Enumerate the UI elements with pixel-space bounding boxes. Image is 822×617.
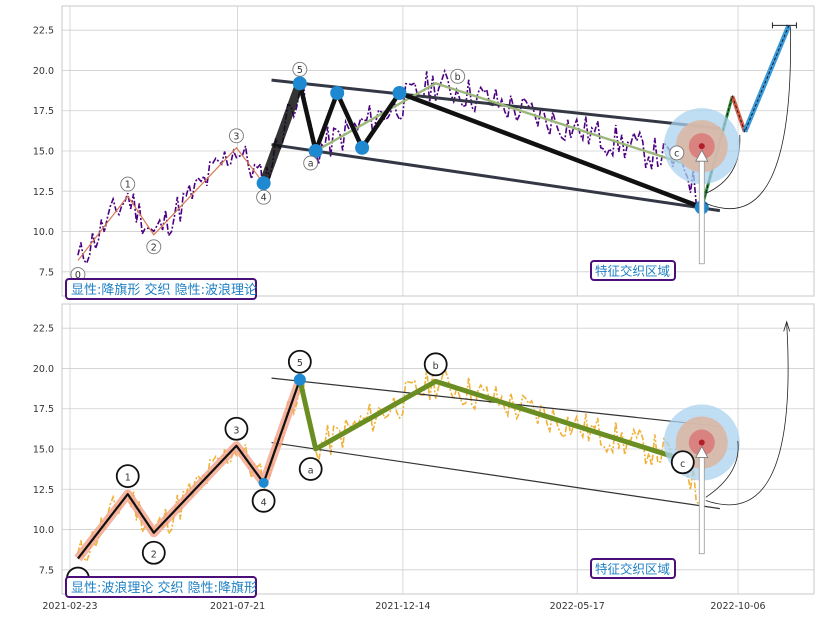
- wave-label-4: 4: [261, 497, 267, 508]
- legend-label-box: [65, 278, 257, 300]
- impulse-wave-line: [77, 379, 301, 560]
- top-panel: 7.5 10.0 12.5 15.0 17.5 20.0 22.5 0 1 2 3 4 5 a b c 显性:降…: [33, 5, 815, 300]
- curve-arrow: [705, 440, 739, 498]
- y-tick-label: 7.5: [39, 267, 54, 278]
- y-tick-label: 10.0: [33, 227, 54, 238]
- y-tick-label: 15.0: [33, 445, 54, 456]
- wave-label-c: c: [680, 459, 685, 470]
- pivot-point: [292, 76, 307, 91]
- y-tick-label: 15.0: [33, 147, 54, 158]
- price-series-line: [77, 68, 702, 265]
- region-arrow-shaft: [698, 456, 705, 555]
- wave-label-circle: [146, 239, 162, 255]
- wave-label-circle: [670, 450, 695, 475]
- wave-label-b: b: [433, 361, 439, 372]
- y-tick-label: 20.0: [33, 364, 54, 375]
- wave-label-circle: [450, 68, 466, 84]
- legend-label-box: [65, 576, 257, 598]
- y-tick-label: 17.5: [33, 106, 54, 117]
- region-label-box: [590, 558, 676, 579]
- y-tick-label: 12.5: [33, 187, 54, 198]
- wave-label-3: 3: [233, 131, 239, 142]
- wave-label-circle: [141, 540, 166, 565]
- curve-arrow: [705, 323, 789, 506]
- y-tick-label: 12.5: [33, 485, 54, 496]
- curve-arrow: [705, 134, 741, 194]
- pivot-point: [293, 373, 306, 386]
- region-label: 特征交织区域: [595, 562, 670, 577]
- x-tick-label: 2021-02-23: [42, 601, 97, 612]
- pivot-point: [330, 86, 345, 100]
- x-tick-label: 2021-12-14: [375, 601, 430, 612]
- x-axis: 2021-02-23 2021-07-21 2021-12-14 2022-05-17…: [42, 601, 765, 612]
- wave-label-circle: [256, 189, 272, 205]
- wave-label-1: 1: [125, 180, 131, 191]
- wave-label-circle: [287, 349, 312, 374]
- wave-label-circle: [423, 352, 448, 377]
- y-tick-label: 10.0: [33, 525, 54, 536]
- wave-label-circle: [669, 145, 685, 161]
- pivot-zigzag-line: [297, 82, 703, 210]
- region-label-box: [590, 260, 676, 281]
- wave-label-5: 5: [297, 358, 303, 369]
- region-center-dot: [698, 143, 705, 150]
- wave-label-circle: [115, 464, 140, 489]
- flag-lower-line: [271, 143, 721, 213]
- wave-label-circle: [298, 457, 323, 481]
- wave-label-5: 5: [297, 65, 303, 76]
- impulse-wave-line: [77, 146, 265, 261]
- wave-label-4: 4: [261, 193, 267, 204]
- region-arrow-head: [695, 445, 709, 458]
- flag-upper-line: [271, 78, 721, 130]
- region-arrow-head: [695, 149, 709, 162]
- wave-label-a: a: [308, 466, 314, 477]
- wave-label-circle: [251, 488, 276, 513]
- pivot-point: [355, 140, 370, 155]
- wave-label-0: 0: [75, 270, 81, 281]
- pivot-zigzag-line: [259, 78, 305, 188]
- wave-label-1: 1: [125, 473, 131, 484]
- y-tick-label: 22.5: [33, 324, 54, 335]
- wave-label-3: 3: [233, 425, 239, 436]
- region-arrow-shaft: [698, 159, 705, 265]
- wave-label-a: a: [308, 159, 314, 170]
- pivot-point: [308, 144, 323, 158]
- region-label: 特征交织区域: [595, 264, 670, 279]
- y-tick-label: 22.5: [33, 26, 54, 37]
- y-tick-label: 7.5: [39, 565, 54, 576]
- price-series-line: [77, 366, 703, 563]
- wave-label-b: b: [455, 72, 461, 83]
- wave-label-2: 2: [151, 242, 157, 253]
- wave-label-2: 2: [151, 549, 157, 560]
- bottom-panel: 7.510.012.515.017.520.022.5012345abc显性:波…: [33, 303, 815, 598]
- pivot-point: [256, 176, 271, 191]
- y-tick-label: 17.5: [33, 404, 54, 415]
- pivot-point: [258, 477, 269, 488]
- x-tick-label: 2022-05-17: [550, 601, 605, 612]
- wave-label-circle: [228, 128, 244, 144]
- wave-label-circle: [224, 416, 249, 441]
- x-tick-label: 2022-10-06: [710, 601, 765, 612]
- curve-arrow: [705, 27, 791, 209]
- wave-label-circle: [120, 176, 136, 192]
- curve-arrow-head: [783, 320, 791, 332]
- region-center-dot: [698, 439, 705, 446]
- x-tick-label: 2021-07-21: [210, 601, 265, 612]
- abc-correction-line: [297, 378, 686, 463]
- wave-label-circle: [303, 155, 319, 171]
- wave-label-circle: [292, 61, 308, 77]
- pivot-point: [392, 86, 407, 100]
- flag-lower-line: [271, 441, 720, 510]
- legend-label-text: 显性:降旗形 交织 隐性:波浪理论: [71, 282, 257, 298]
- y-tick-label: 20.0: [33, 66, 54, 77]
- wave-label-c: c: [674, 148, 679, 159]
- legend-label-text: 显性:波浪理论 交织 隐性:降旗形: [71, 580, 257, 596]
